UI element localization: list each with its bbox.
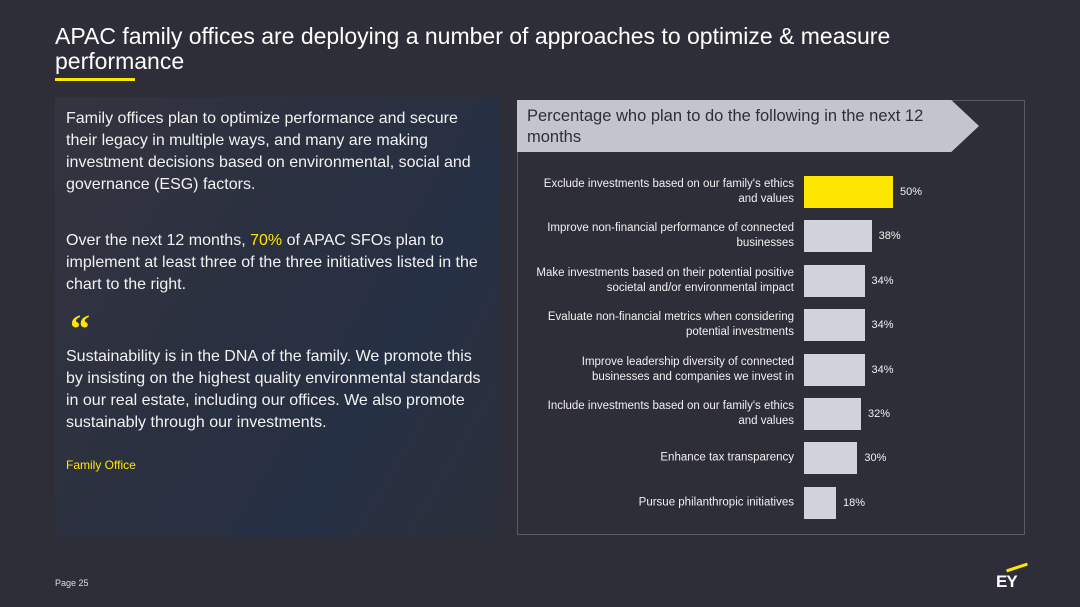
- value-label: 34%: [871, 274, 894, 287]
- quote-source: Family Office: [66, 458, 136, 472]
- quote-text: Sustainability is in the DNA of the fami…: [66, 348, 481, 431]
- image-panel: [55, 97, 500, 537]
- value-label: 34%: [871, 363, 894, 376]
- text: Over the next 12 months,: [66, 232, 251, 249]
- slide-title: APAC family offices are deploying a numb…: [55, 23, 891, 74]
- category-label: Pursue philanthropic initiatives: [638, 496, 794, 509]
- category-label: Enhance tax transparency: [660, 451, 794, 464]
- category-label: Exclude investments based on our family'…: [543, 178, 794, 205]
- bar: [804, 442, 858, 475]
- bar: [804, 264, 865, 297]
- bar: [804, 176, 893, 208]
- bar: [804, 486, 837, 519]
- highlight-text: Over the next 12 months, 70% of APAC SFO…: [66, 230, 486, 296]
- category-label: Improve leadership diversity of connecte…: [581, 355, 794, 383]
- chart-title: Percentage who plan to do the following …: [527, 107, 924, 146]
- highlight: 70%: [250, 232, 283, 249]
- value-label: 32%: [867, 408, 890, 420]
- logo-bar: [1006, 562, 1028, 573]
- bar: [804, 220, 872, 253]
- category-label: Evaluate non-financial metrics when cons…: [547, 311, 794, 339]
- value-label: 38%: [878, 230, 901, 243]
- chart-header: [517, 100, 979, 152]
- page-number: Page 25: [55, 578, 89, 588]
- category-label: Make investments based on their potentia…: [536, 266, 794, 294]
- text: of APAC SFOs plan to implement at least …: [66, 232, 478, 293]
- title-underline: [55, 78, 135, 81]
- quote-mark: “: [70, 306, 90, 351]
- category-label: Include investments based on our family'…: [547, 400, 794, 427]
- value-label: 18%: [843, 496, 866, 509]
- intro-text: Family offices plan to optimize performa…: [66, 110, 471, 193]
- category-label: Improve non-financial performance of con…: [547, 222, 794, 250]
- logo: EY: [996, 572, 1018, 591]
- value-label: 30%: [864, 452, 887, 465]
- bar: [804, 309, 865, 342]
- bar: [804, 353, 865, 386]
- value-label: 50%: [900, 186, 923, 198]
- bar: [804, 398, 861, 430]
- value-label: 34%: [871, 319, 894, 332]
